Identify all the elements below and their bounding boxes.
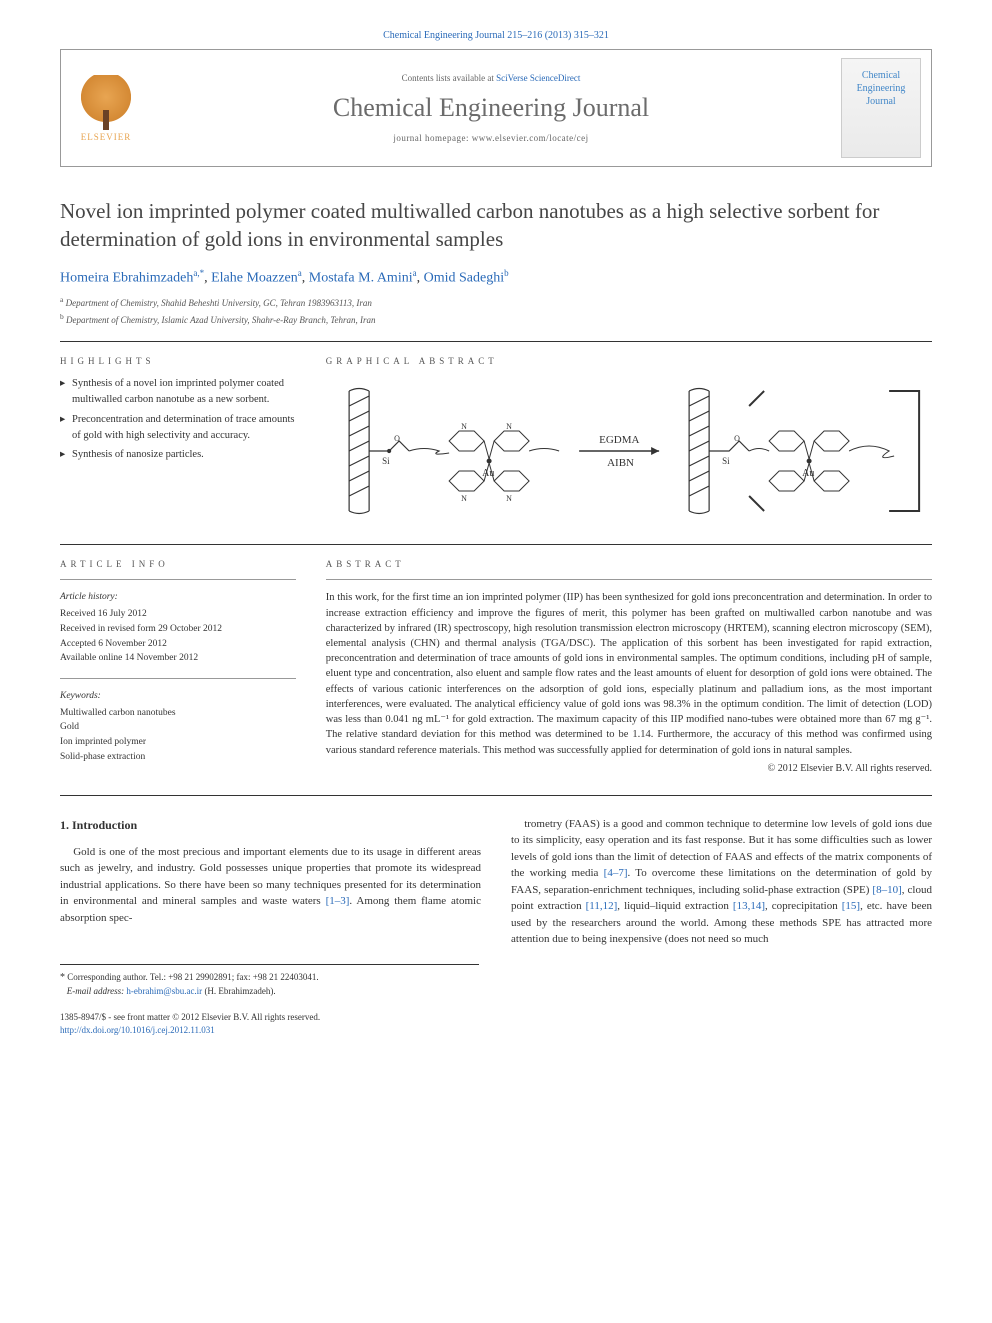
info-abstract-row: ARTICLE INFO Article history: Received 1…: [60, 559, 932, 776]
highlights-graphical-row: HIGHLIGHTS Synthesis of a novel ion impr…: [60, 356, 932, 526]
citation-ref[interactable]: [4–7]: [604, 867, 628, 879]
author-list: Homeira Ebrahimzadeha,*, Elahe Moazzena,…: [60, 268, 932, 287]
elsevier-text: ELSEVIER: [81, 132, 132, 142]
citation-ref[interactable]: [8–10]: [872, 884, 901, 896]
thin-divider: [326, 579, 932, 580]
journal-header: ELSEVIER Contents lists available at Sci…: [60, 49, 932, 167]
footer-meta: 1385-8947/$ - see front matter © 2012 El…: [60, 1011, 932, 1036]
svg-text:N: N: [506, 422, 512, 431]
divider: [60, 544, 932, 545]
history-line: Accepted 6 November 2012: [60, 637, 296, 652]
introduction-section: 1. Introduction Gold is one of the most …: [60, 816, 932, 948]
intro-paragraph-1: Gold is one of the most precious and imp…: [60, 844, 481, 927]
email-label: E-mail address:: [67, 986, 124, 996]
doi-link[interactable]: http://dx.doi.org/10.1016/j.cej.2012.11.…: [60, 1025, 215, 1035]
svg-text:AIBN: AIBN: [607, 457, 634, 469]
elsevier-logo[interactable]: ELSEVIER: [71, 68, 141, 148]
intro-paragraph-2: trometry (FAAS) is a good and common tec…: [511, 816, 932, 948]
citation-ref[interactable]: [15]: [842, 900, 860, 912]
journal-cover-cell: Chemical Engineering Journal: [831, 50, 931, 166]
citation-ref[interactable]: [11,12]: [586, 900, 618, 912]
svg-text:Si: Si: [382, 456, 390, 466]
citation-line: Chemical Engineering Journal 215–216 (20…: [60, 30, 932, 41]
introduction-heading: 1. Introduction: [60, 816, 481, 834]
affiliation-line: b Department of Chemistry, Islamic Azad …: [60, 311, 932, 328]
copyright-line: © 2012 Elsevier B.V. All rights reserved…: [326, 762, 932, 777]
highlight-item: Synthesis of a novel ion imprinted polym…: [60, 376, 296, 408]
corresponding-footnote: * Corresponding author. Tel.: +98 21 299…: [60, 964, 479, 998]
article-info-column: ARTICLE INFO Article history: Received 1…: [60, 559, 296, 776]
citation-ref[interactable]: [13,14]: [733, 900, 765, 912]
thin-divider: [60, 678, 296, 679]
abstract-text: In this work, for the first time an ion …: [326, 590, 932, 776]
keywords-block: Keywords: Multiwalled carbon nanotubesGo…: [60, 689, 296, 765]
graphical-abstract-svg: Si O Au N: [326, 381, 932, 521]
keyword-item: Gold: [60, 720, 296, 735]
publisher-logo-cell: ELSEVIER: [61, 50, 151, 166]
contents-available-line: Contents lists available at SciVerse Sci…: [161, 73, 821, 83]
svg-text:O: O: [394, 434, 400, 443]
contents-prefix: Contents lists available at: [402, 73, 496, 83]
journal-cover-text: Chemical Engineering Journal: [842, 69, 920, 108]
author-link[interactable]: Homeira Ebrahimzadeh: [60, 270, 193, 285]
article-history-label: Article history:: [60, 590, 296, 605]
divider: [60, 341, 932, 342]
highlights-heading: HIGHLIGHTS: [60, 356, 296, 366]
article-title: Novel ion imprinted polymer coated multi…: [60, 197, 932, 254]
affiliation-line: a Department of Chemistry, Shahid Behesh…: [60, 294, 932, 311]
author-link[interactable]: Elahe Moazzen: [211, 270, 298, 285]
svg-text:EGDMA: EGDMA: [599, 434, 639, 446]
svg-text:Si: Si: [722, 456, 730, 466]
email-owner: (H. Ebrahimzadeh).: [204, 986, 275, 996]
email-link[interactable]: h-ebrahim@sbu.ac.ir: [126, 986, 202, 996]
history-line: Available online 14 November 2012: [60, 651, 296, 666]
highlights-column: HIGHLIGHTS Synthesis of a novel ion impr…: [60, 356, 296, 526]
author-link[interactable]: Mostafa M. Amini: [309, 270, 413, 285]
divider: [60, 795, 932, 796]
citation-link[interactable]: Chemical Engineering Journal 215–216 (20…: [383, 30, 609, 41]
body-columns: 1. Introduction Gold is one of the most …: [60, 816, 932, 948]
journal-masthead: Chemical Engineering Journal: [161, 93, 821, 123]
corresponding-text: Corresponding author. Tel.: +98 21 29902…: [67, 972, 318, 982]
graphical-abstract-column: GRAPHICAL ABSTRACT Si O: [326, 356, 932, 526]
keywords-label: Keywords:: [60, 689, 296, 704]
abstract-body: In this work, for the first time an ion …: [326, 592, 932, 755]
elsevier-tree-icon: [81, 75, 131, 130]
sciencedirect-link[interactable]: SciVerse ScienceDirect: [496, 73, 580, 83]
graphical-abstract-heading: GRAPHICAL ABSTRACT: [326, 356, 932, 366]
front-matter-line: 1385-8947/$ - see front matter © 2012 El…: [60, 1011, 932, 1024]
history-line: Received 16 July 2012: [60, 607, 296, 622]
keyword-item: Multiwalled carbon nanotubes: [60, 706, 296, 721]
thin-divider: [60, 579, 296, 580]
svg-text:N: N: [461, 422, 467, 431]
header-center: Contents lists available at SciVerse Sci…: [151, 50, 831, 166]
reaction-arrow: EGDMA AIBN: [579, 434, 659, 469]
article-info-heading: ARTICLE INFO: [60, 559, 296, 569]
citation-ref[interactable]: [1–3]: [326, 895, 350, 907]
author-link[interactable]: Omid Sadeghi: [424, 270, 505, 285]
graphical-abstract-figure: Si O Au N: [326, 376, 932, 526]
journal-homepage-line: journal homepage: www.elsevier.com/locat…: [161, 133, 821, 143]
keyword-item: Ion imprinted polymer: [60, 735, 296, 750]
abstract-column: ABSTRACT In this work, for the first tim…: [326, 559, 932, 776]
affiliations: a Department of Chemistry, Shahid Behesh…: [60, 294, 932, 327]
journal-cover-thumb[interactable]: Chemical Engineering Journal: [841, 58, 921, 158]
article-info: Article history: Received 16 July 2012Re…: [60, 590, 296, 764]
svg-text:O: O: [734, 434, 740, 443]
article-history-block: Article history: Received 16 July 2012Re…: [60, 590, 296, 666]
highlight-item: Synthesis of nanosize particles.: [60, 447, 296, 463]
keyword-item: Solid-phase extraction: [60, 750, 296, 765]
highlights-list: Synthesis of a novel ion imprinted polym…: [60, 376, 296, 463]
highlight-item: Preconcentration and determination of tr…: [60, 412, 296, 444]
svg-text:N: N: [506, 494, 512, 503]
history-line: Received in revised form 29 October 2012: [60, 622, 296, 637]
star-icon: *: [60, 972, 65, 983]
svg-text:N: N: [461, 494, 467, 503]
abstract-heading: ABSTRACT: [326, 559, 932, 569]
